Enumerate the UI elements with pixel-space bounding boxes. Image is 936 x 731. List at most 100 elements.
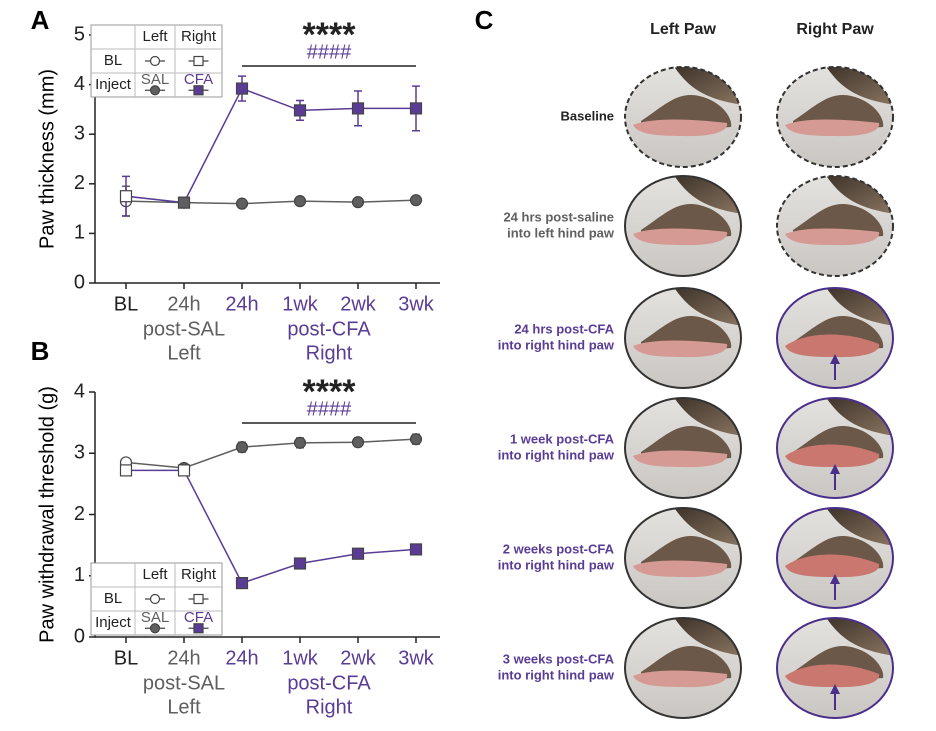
data-point xyxy=(293,436,307,449)
data-point xyxy=(119,190,133,203)
group-label: post-SAL xyxy=(143,318,225,340)
data-point xyxy=(351,436,365,449)
legend-inject-label: CFA xyxy=(184,609,213,626)
row-label: Baseline xyxy=(561,108,614,123)
paw-photo xyxy=(777,176,893,276)
paw xyxy=(633,340,728,358)
legend-symbol xyxy=(149,85,161,96)
photo-border xyxy=(776,175,894,277)
data-point xyxy=(293,104,307,117)
x-tick-label: 24h xyxy=(225,647,258,669)
photo-border xyxy=(624,617,742,719)
panel-label: B xyxy=(31,336,50,366)
significance-stars: **** xyxy=(303,373,357,411)
data-point xyxy=(409,194,423,207)
photo-border xyxy=(776,397,894,499)
y-tick-label: 2 xyxy=(74,172,85,194)
row-label: 2 weeks post-CFA xyxy=(503,541,615,556)
photo-border xyxy=(776,617,894,719)
paw xyxy=(633,450,728,468)
paw xyxy=(633,228,728,246)
paw xyxy=(785,664,880,688)
group-label: Left xyxy=(167,342,201,364)
photo-border xyxy=(776,287,894,389)
legend-header: Left xyxy=(142,566,168,583)
legend-header: Right xyxy=(181,566,217,583)
data-point xyxy=(409,543,423,556)
arrow-head xyxy=(830,574,840,584)
legend-symbol xyxy=(193,85,204,96)
y-tick-label: 1 xyxy=(74,564,85,586)
data-point xyxy=(351,196,365,209)
data-point xyxy=(351,102,365,115)
legend-header: Left xyxy=(142,28,168,45)
x-tick-label: 3wk xyxy=(398,647,435,669)
group-label: Right xyxy=(306,696,353,718)
photo-border xyxy=(624,66,742,168)
paw xyxy=(785,444,880,468)
y-axis-label: Paw withdrawal threshold (g) xyxy=(36,386,58,643)
data-point xyxy=(409,102,423,115)
group-label: post-SAL xyxy=(143,672,225,694)
x-tick-label: 1wk xyxy=(282,293,319,315)
series-line xyxy=(125,87,416,204)
significance-hash: #### xyxy=(307,398,352,420)
row-label: into right hind paw xyxy=(498,447,615,462)
legend-row-label: Inject xyxy=(95,614,132,631)
legend-row-label: BL xyxy=(104,590,122,607)
legend-inject-label: SAL xyxy=(141,71,169,88)
y-tick-label: 0 xyxy=(74,625,85,647)
legend-header: Right xyxy=(181,28,217,45)
row-label: 1 week post-CFA xyxy=(510,431,615,446)
legend-row-label: Inject xyxy=(95,76,132,93)
y-tick-label: 3 xyxy=(74,122,85,144)
data-point xyxy=(235,197,249,210)
paw xyxy=(633,560,728,578)
x-tick-label: BL xyxy=(114,647,138,669)
legend-symbol xyxy=(193,593,204,605)
row-label: into right hind paw xyxy=(498,337,615,352)
paw xyxy=(785,228,880,246)
photo-border xyxy=(624,507,742,609)
panel-label: A xyxy=(31,5,50,35)
paw xyxy=(785,334,880,358)
data-point xyxy=(235,441,249,454)
y-axis-label: Paw thickness (mm) xyxy=(36,69,58,249)
group-label: post-CFA xyxy=(287,672,371,694)
row-label: 3 weeks post-CFA xyxy=(503,651,615,666)
series-line xyxy=(126,469,417,585)
paw-photo xyxy=(625,176,741,276)
paw-photo xyxy=(625,398,741,498)
x-tick-label: 3wk xyxy=(398,293,435,315)
data-point xyxy=(177,464,191,477)
legend-symbol xyxy=(149,593,161,605)
significance-stars: **** xyxy=(303,16,357,54)
photo-border xyxy=(776,507,894,609)
legend-symbol xyxy=(149,55,161,67)
paw-photo xyxy=(625,508,741,608)
legend-inject-label: SAL xyxy=(141,609,169,626)
x-tick-label: 2wk xyxy=(340,293,377,315)
row-label: into right hind paw xyxy=(498,667,615,682)
legend-symbol xyxy=(149,623,161,634)
x-tick-label: 24h xyxy=(167,647,200,669)
paw-photo xyxy=(625,618,741,718)
arrow-head xyxy=(830,684,840,694)
x-tick-label: BL xyxy=(114,293,138,315)
data-point xyxy=(293,195,307,208)
column-header: Left Paw xyxy=(650,21,716,38)
x-tick-label: 24h xyxy=(167,293,200,315)
series-line xyxy=(125,438,417,469)
x-tick-label: 2wk xyxy=(340,647,377,669)
group-label: post-CFA xyxy=(287,318,371,340)
legend-symbol xyxy=(193,55,204,67)
y-tick-label: 5 xyxy=(74,23,85,45)
series-line xyxy=(125,199,417,205)
data-point xyxy=(235,576,249,590)
significance-hash: #### xyxy=(307,41,352,63)
paw-photo xyxy=(625,288,741,388)
y-tick-label: 1 xyxy=(74,222,85,244)
data-point xyxy=(293,557,307,570)
paw-photo xyxy=(777,67,893,167)
photo-border xyxy=(624,287,742,389)
